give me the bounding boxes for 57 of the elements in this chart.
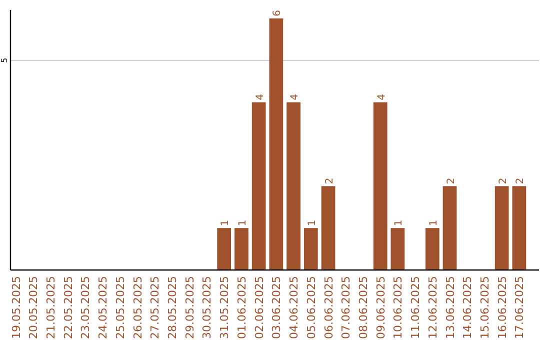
x-tick-label: 15.06.2025 <box>478 276 492 339</box>
x-tick-label: 27.05.2025 <box>148 276 162 339</box>
x-tick-label: 12.06.2025 <box>426 276 440 339</box>
x-tick-label: 03.06.2025 <box>270 276 284 339</box>
data-label: 1 <box>306 220 318 226</box>
bar <box>304 228 318 270</box>
x-tick-label: 04.06.2025 <box>288 276 301 339</box>
x-tick-label: 01.06.2025 <box>235 276 248 339</box>
x-tick-label: 11.06.2025 <box>409 276 422 339</box>
data-label: 2 <box>324 178 336 184</box>
y-tick-label: 5 <box>0 58 9 63</box>
x-tick-label: 25.05.2025 <box>114 276 127 339</box>
bar <box>286 102 300 270</box>
data-label: 4 <box>290 94 301 100</box>
x-tick-label: 28.05.2025 <box>166 276 180 339</box>
data-label: 2 <box>515 178 526 184</box>
bar <box>512 186 526 270</box>
x-tick-label: 05.06.2025 <box>304 276 318 339</box>
bar <box>321 186 336 270</box>
data-label: 1 <box>428 220 440 226</box>
data-label: 1 <box>220 220 232 226</box>
data-label: 6 <box>272 10 284 16</box>
x-tick-label: 21.05.2025 <box>44 276 58 339</box>
bar <box>494 186 509 270</box>
data-label: 4 <box>254 94 266 100</box>
x-tick-label: 30.05.2025 <box>200 276 214 339</box>
bar <box>425 228 440 270</box>
x-tick-label: 22.05.2025 <box>62 276 75 339</box>
x-tick-label: 13.06.2025 <box>444 276 457 339</box>
x-tick-label: 16.06.2025 <box>496 276 509 339</box>
bar <box>234 228 248 270</box>
bar <box>252 102 266 270</box>
x-tick-label: 31.05.2025 <box>218 276 232 339</box>
x-tick-label: 20.05.2025 <box>27 276 40 339</box>
x-tick-label: 17.06.2025 <box>513 276 526 339</box>
x-tick-label: 23.05.2025 <box>79 276 92 339</box>
x-tick-label: 26.05.2025 <box>131 276 144 339</box>
data-label: 1 <box>394 220 405 226</box>
bar <box>390 228 405 270</box>
x-tick-label: 08.06.2025 <box>356 276 370 339</box>
x-tick-label: 07.06.2025 <box>340 276 353 339</box>
x-tick-label: 06.06.2025 <box>322 276 336 339</box>
bar <box>442 186 457 270</box>
data-label: 1 <box>237 220 248 226</box>
x-tick-label: 14.06.2025 <box>461 276 474 339</box>
data-label: 4 <box>376 94 388 100</box>
x-tick-label: 29.05.2025 <box>183 276 196 339</box>
bar <box>373 102 388 270</box>
bar <box>269 18 284 270</box>
bar <box>217 228 232 270</box>
x-tick-label: 09.06.2025 <box>374 276 388 339</box>
x-tick-label: 24.05.2025 <box>96 276 110 339</box>
x-tick-label: 19.05.2025 <box>10 276 23 339</box>
data-label: 2 <box>446 178 457 184</box>
x-tick-label: 10.06.2025 <box>392 276 405 339</box>
data-label: 2 <box>498 178 509 184</box>
x-tick-label: 02.06.2025 <box>252 276 266 339</box>
